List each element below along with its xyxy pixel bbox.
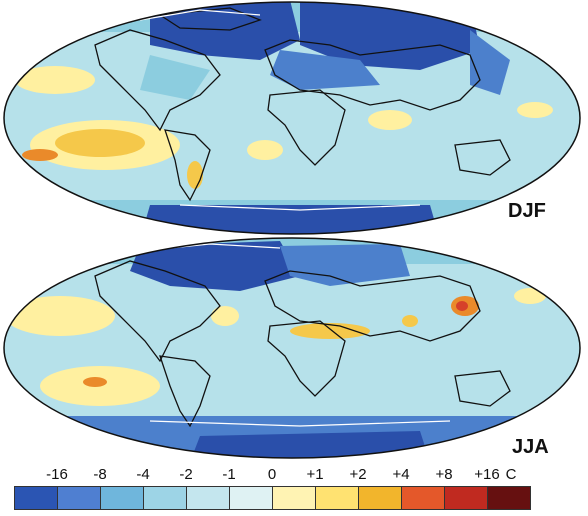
djf-map-panel: DJF: [0, 0, 588, 240]
colorbar-swatch: [444, 486, 488, 510]
jja-map-outline: [3, 237, 581, 459]
jja-warm-atlantic: [211, 306, 239, 326]
jja-warm-south-pacific-core: [83, 377, 107, 387]
colorbar-swatch: [100, 486, 144, 510]
colorbar-tick-label: +2: [349, 466, 367, 483]
colorbar-tick-label: +8: [435, 466, 453, 483]
colorbar-tick-label: -8: [93, 466, 107, 483]
djf-ice-edges: [139, 9, 421, 211]
colorbar-swatch: [186, 486, 230, 510]
colorbar-swatch: [358, 486, 402, 510]
djf-antarctic-cold: [140, 205, 440, 234]
colorbar-swatch: [229, 486, 273, 510]
jja-coastlines: [94, 260, 511, 428]
colorbar-tick-label: +16: [474, 466, 500, 483]
djf-warm-north-pacific: [15, 66, 95, 94]
jja-warm-sahel: [290, 323, 370, 339]
colorbar-swatch: [401, 486, 445, 510]
colorbar-tick-label: 0: [267, 466, 277, 483]
colorbar-swatch: [315, 486, 359, 510]
jja-map: [3, 237, 581, 459]
djf-cold-anomaly-europe: [270, 50, 380, 90]
djf-warm-east-pacific: [517, 102, 553, 118]
colorbar-tick-label: -2: [179, 466, 193, 483]
colorbar-tick-label: +4: [392, 466, 410, 483]
djf-label: DJF: [508, 200, 546, 222]
colorbar-tick-label: -16: [46, 466, 68, 483]
jja-label: JJA: [512, 436, 549, 458]
jja-cold-anomaly-eurasia: [280, 244, 410, 286]
colorbar-tick-label: -1: [222, 466, 236, 483]
djf-warm-south-america: [187, 161, 203, 189]
djf-warm-indian: [368, 110, 412, 130]
colorbar: -16 -8 -4 -2 -1 0 +1 +2 +4 +8 +16 C: [14, 466, 588, 516]
djf-warm-pacific-hot: [22, 149, 58, 161]
colorbar-unit-label: C: [505, 466, 517, 483]
colorbar-swatch: [57, 486, 101, 510]
djf-warm-atlantic: [247, 140, 283, 160]
djf-map-outline: [3, 1, 581, 235]
jja-hot-east-asia: [456, 301, 468, 311]
jja-warm-north-pacific: [5, 296, 115, 336]
jja-cold-anomaly-north-america: [130, 241, 300, 291]
djf-coastlines: [94, 7, 511, 202]
djf-cool-anomaly-us: [140, 55, 210, 100]
jja-warm-east-pacific: [514, 288, 546, 304]
jja-warm-india: [402, 315, 418, 327]
colorbar-swatch: [272, 486, 316, 510]
colorbar-swatches: [14, 486, 531, 510]
djf-map: [3, 1, 581, 235]
colorbar-swatch: [487, 486, 531, 510]
colorbar-swatch: [14, 486, 58, 510]
jja-map-panel: JJA: [0, 236, 588, 462]
colorbar-tick-label: -4: [136, 466, 150, 483]
colorbar-tick-label: +1: [306, 466, 324, 483]
djf-warm-pacific-core: [55, 129, 145, 157]
colorbar-swatch: [143, 486, 187, 510]
